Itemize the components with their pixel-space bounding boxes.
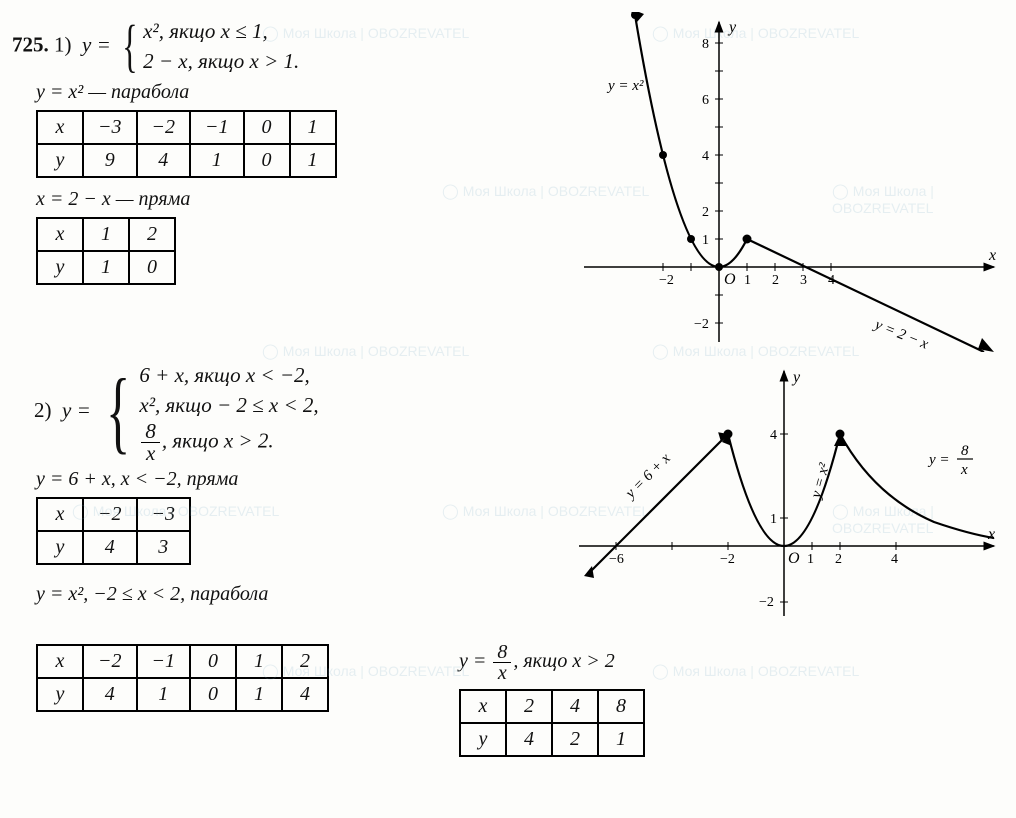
- part2-table3: x248 y421: [459, 689, 645, 757]
- part2-piece3: 8x, якщо x > 2.: [139, 421, 318, 464]
- svg-text:x: x: [987, 526, 995, 543]
- svg-text:О: О: [724, 271, 736, 288]
- problem-number: 725.: [12, 32, 49, 56]
- svg-text:y: y: [791, 369, 801, 386]
- part2-parabola-text: y = x², −2 ≤ x < 2, парабола: [36, 583, 570, 606]
- part2-label: 2): [34, 398, 52, 422]
- svg-text:y: y: [727, 19, 737, 36]
- svg-text:1: 1: [807, 552, 814, 567]
- graph2: −6 −2 1 2 4 1 4 −2: [574, 356, 1004, 626]
- svg-text:−2: −2: [720, 552, 735, 567]
- svg-text:2: 2: [772, 273, 779, 288]
- svg-text:8: 8: [961, 443, 969, 459]
- svg-text:y = x²: y = x²: [808, 461, 833, 502]
- part2-piece2: x², якщо − 2 ≤ x < 2,: [139, 390, 318, 420]
- brace-icon: {: [122, 23, 137, 69]
- part2-eq-prefix: y =: [62, 398, 91, 422]
- part2-piece1: 6 + x, якщо x < −2,: [139, 360, 318, 390]
- part2-hyp-text: y = 8x, якщо x > 2: [459, 642, 645, 683]
- svg-text:2: 2: [702, 205, 709, 220]
- svg-text:x: x: [960, 462, 968, 478]
- svg-text:6: 6: [702, 93, 709, 108]
- svg-text:2: 2: [835, 552, 842, 567]
- part2-line-text: y = 6 + x, x < −2, пряма: [36, 468, 570, 491]
- svg-text:8: 8: [702, 37, 709, 52]
- part2-table2: x−2−1012 y41014: [36, 644, 329, 712]
- part1-parabola-text: y = x² — парабола: [36, 81, 570, 104]
- svg-text:−2: −2: [659, 273, 674, 288]
- part1-label: 1): [54, 32, 72, 56]
- svg-text:−6: −6: [609, 552, 624, 567]
- svg-text:y = x²: y = x²: [606, 78, 644, 94]
- part1-piece2: 2 − x, якщо x > 1.: [143, 46, 299, 76]
- svg-text:3: 3: [800, 273, 807, 288]
- svg-text:−2: −2: [759, 595, 774, 610]
- part2-table1: x−2−3 y43: [36, 497, 191, 565]
- part1-line-text: x = 2 − x — пряма: [36, 188, 570, 211]
- svg-text:y =: y =: [927, 452, 950, 468]
- part1-table1: x−3−2−101 y94101: [36, 110, 337, 178]
- part1-table2: x12 y10: [36, 217, 176, 285]
- part1-piece1: x², якщо x ≤ 1,: [143, 16, 299, 46]
- svg-text:−2: −2: [694, 317, 709, 332]
- part1-eq-prefix: y =: [82, 32, 111, 56]
- svg-text:1: 1: [770, 512, 777, 527]
- svg-text:О: О: [788, 550, 800, 567]
- svg-text:x: x: [988, 247, 996, 264]
- svg-text:1: 1: [744, 273, 751, 288]
- graph1: −2 1 2 3 4 1 2 4 6 8 −2: [574, 12, 1004, 352]
- brace-icon: {: [106, 375, 130, 449]
- svg-text:4: 4: [891, 552, 898, 567]
- svg-text:1: 1: [702, 233, 709, 248]
- svg-text:4: 4: [702, 149, 709, 164]
- svg-text:4: 4: [770, 428, 777, 443]
